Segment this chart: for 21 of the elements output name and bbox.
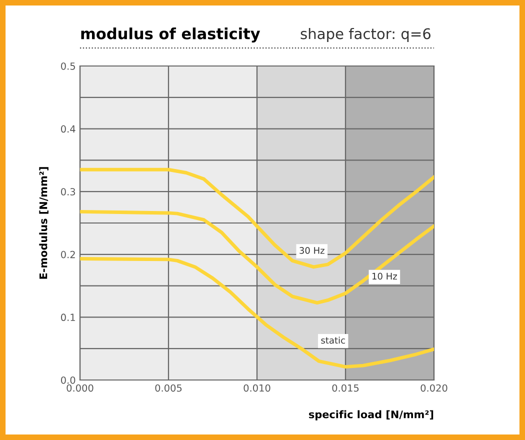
line-series bbox=[80, 210, 434, 304]
y-axis-title: E-modulus [N/mm²] bbox=[39, 167, 48, 279]
x-axis-title: specific load [N/mm²] bbox=[309, 410, 434, 420]
chart-title: modulus of elasticity bbox=[81, 28, 260, 42]
x-tick-label: 0.015 bbox=[332, 384, 359, 392]
y-tick-label: 0.3 bbox=[61, 188, 76, 196]
x-tick-label: 0.020 bbox=[420, 384, 448, 392]
y-tick-label: 0.0 bbox=[61, 376, 76, 384]
line-series bbox=[80, 168, 434, 269]
y-tick-label: 0.5 bbox=[61, 62, 75, 70]
x-tick-label: 0.005 bbox=[155, 384, 182, 392]
series-label: 10 Hz bbox=[372, 272, 397, 280]
x-tick-label: 0.000 bbox=[66, 384, 94, 392]
series-label: 30 Hz bbox=[300, 247, 324, 254]
series-label: static bbox=[321, 336, 345, 344]
y-tick-label: 0.4 bbox=[61, 125, 76, 133]
x-tick-label: 0.010 bbox=[244, 384, 270, 392]
line-series bbox=[80, 257, 434, 369]
y-tick-label: 0.1 bbox=[61, 314, 75, 322]
chart-subtitle: shape factor: q=6 bbox=[300, 28, 430, 42]
y-tick-label: 0.2 bbox=[61, 250, 75, 258]
